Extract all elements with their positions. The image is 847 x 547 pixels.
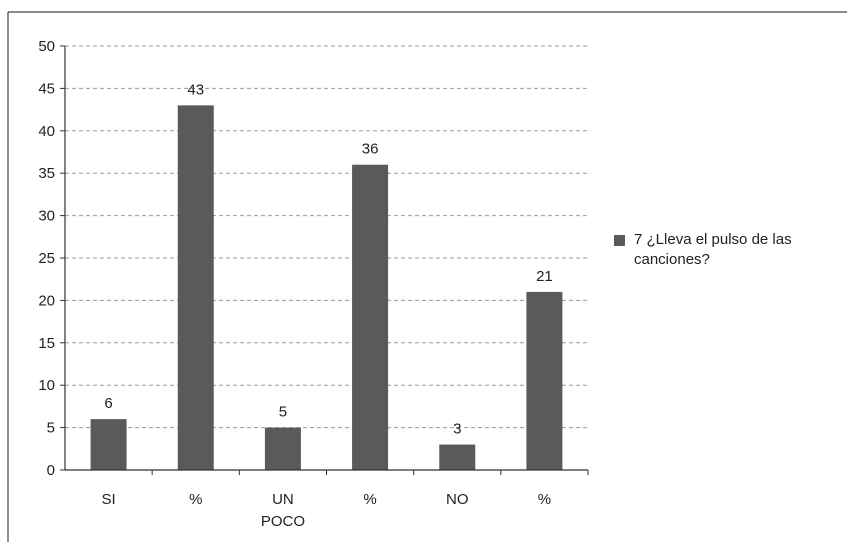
data-label: 36	[362, 141, 379, 158]
y-tick-label: 40	[38, 123, 55, 140]
y-tick-label: 5	[47, 420, 55, 437]
y-tick-label: 45	[38, 80, 55, 97]
data-label: 43	[187, 81, 204, 98]
legend: 7 ¿Lleva el pulso de las canciones?	[614, 230, 844, 270]
x-tick-label: NO	[446, 491, 469, 508]
data-label: 21	[536, 268, 553, 285]
data-label: 5	[279, 404, 287, 421]
x-tick-label: POCO	[261, 513, 305, 530]
y-tick-label: 35	[38, 165, 55, 182]
y-tick-label: 0	[47, 462, 55, 479]
bar	[90, 419, 127, 470]
x-tick-label: %	[363, 491, 376, 508]
x-axis: SI% UN POCO% NO%	[65, 469, 589, 530]
y-tick-label: 25	[38, 250, 55, 267]
data-label: 6	[104, 395, 112, 412]
bar	[352, 164, 389, 470]
y-axis: 0 5 10 15 20 25 30 35 40 45 50	[38, 38, 66, 479]
chart-border	[7, 11, 847, 542]
bar	[526, 291, 563, 470]
bar-series: 6 43 5 36 3 21	[90, 81, 563, 471]
x-tick-label: %	[189, 491, 202, 508]
bar	[264, 427, 301, 470]
y-tick-label: 20	[38, 292, 55, 309]
grid-lines	[65, 45, 588, 429]
bar	[177, 105, 214, 471]
x-tick-label: SI	[101, 491, 115, 508]
y-tick-label: 30	[38, 208, 55, 225]
y-tick-label: 50	[38, 38, 55, 55]
legend-swatch	[614, 235, 625, 246]
legend-label: 7 ¿Lleva el pulso de las canciones?	[634, 231, 792, 268]
bar	[439, 444, 476, 470]
y-tick-label: 10	[38, 377, 55, 394]
x-tick-label: UN	[272, 491, 294, 508]
x-tick-label: %	[538, 491, 551, 508]
data-label: 3	[453, 421, 461, 438]
y-tick-label: 15	[38, 335, 55, 352]
